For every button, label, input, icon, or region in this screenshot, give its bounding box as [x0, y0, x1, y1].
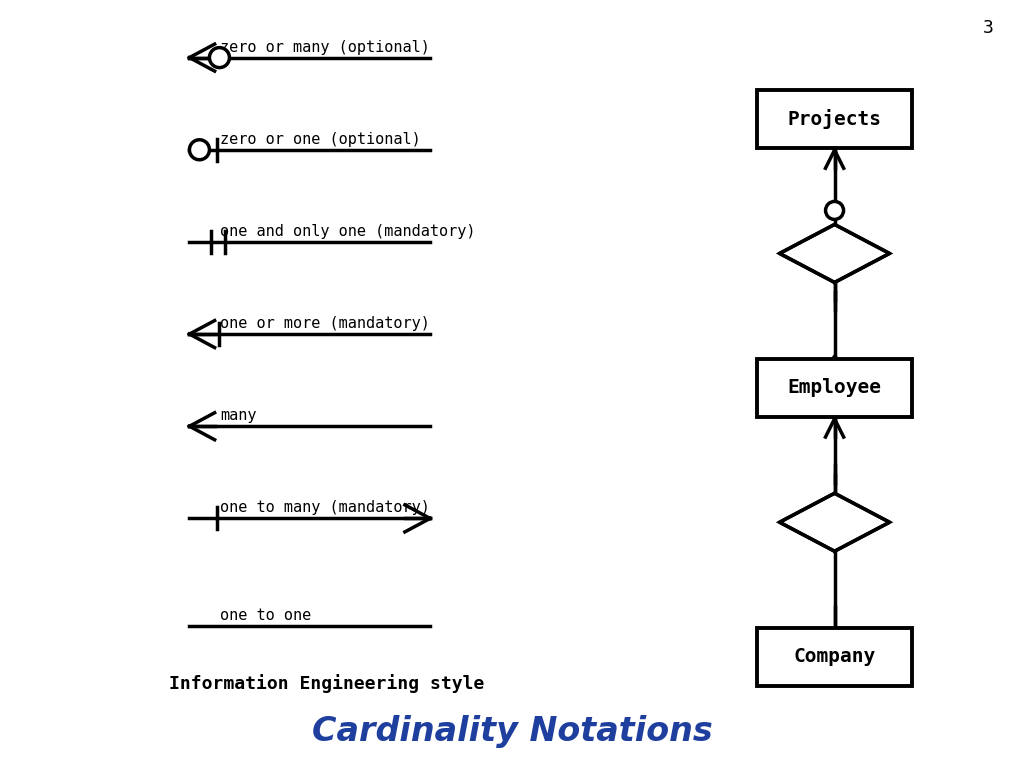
Bar [757, 359, 912, 417]
Text: Cardinality Notations: Cardinality Notations [311, 715, 713, 747]
Text: zero or many (optional): zero or many (optional) [220, 40, 430, 55]
Bar [757, 90, 912, 148]
Text: Company: Company [794, 647, 876, 666]
Text: Employee: Employee [787, 379, 882, 397]
Text: many: many [220, 409, 257, 423]
Circle shape [210, 48, 229, 68]
Bar [757, 627, 912, 686]
Text: Information Engineering style: Information Engineering style [169, 674, 484, 693]
Text: Projects: Projects [787, 109, 882, 129]
Text: one or more (mandatory): one or more (mandatory) [220, 316, 430, 331]
Text: one to one: one to one [220, 608, 311, 623]
Text: 3: 3 [983, 19, 994, 37]
Text: one and only one (mandatory): one and only one (mandatory) [220, 224, 476, 239]
Circle shape [825, 201, 844, 220]
Circle shape [189, 140, 210, 160]
Text: zero or one (optional): zero or one (optional) [220, 132, 421, 147]
Polygon shape [779, 224, 890, 283]
Text: one to many (mandatory): one to many (mandatory) [220, 501, 430, 515]
Polygon shape [779, 493, 890, 551]
